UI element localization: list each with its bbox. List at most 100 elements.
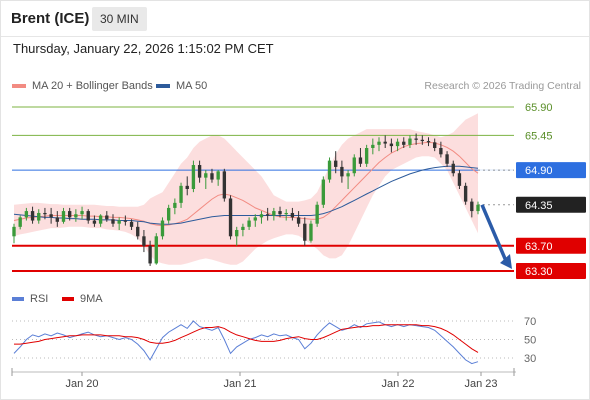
candle xyxy=(61,207,66,224)
candle xyxy=(92,215,97,227)
candle xyxy=(290,207,295,221)
level-label-text: 64.90 xyxy=(525,165,553,177)
x-tick-label: Jan 22 xyxy=(381,378,414,390)
candle xyxy=(272,207,276,221)
candle-body xyxy=(61,211,66,222)
candle xyxy=(278,206,282,218)
rsi-swatch xyxy=(12,297,24,301)
candle xyxy=(166,204,171,224)
candle xyxy=(55,211,59,227)
candle xyxy=(43,207,47,220)
candle xyxy=(86,209,90,224)
candle xyxy=(216,170,220,186)
candle xyxy=(123,215,128,226)
candle-body xyxy=(117,220,121,224)
candle xyxy=(179,182,183,208)
candle xyxy=(463,182,468,205)
candle-body xyxy=(470,201,474,212)
candle-body xyxy=(346,173,350,177)
candle-body xyxy=(228,198,233,237)
candle xyxy=(253,214,257,227)
candle xyxy=(352,154,356,177)
level-label-bg xyxy=(516,237,586,254)
candle-body xyxy=(204,173,208,178)
level-label-bg xyxy=(516,196,586,213)
candle xyxy=(105,211,109,222)
candle-body xyxy=(105,215,109,220)
candle xyxy=(284,209,288,221)
instrument-title: Brent (ICE) xyxy=(11,10,90,27)
legend-ma20: MA 20 + Bollinger Bands xyxy=(12,80,153,92)
candle-body xyxy=(55,217,59,222)
candle xyxy=(241,223,245,237)
x-tick-label: Jan 23 xyxy=(464,378,497,390)
candle xyxy=(210,168,214,183)
credit-text: Research © 2026 Trading Central xyxy=(424,80,581,92)
candle xyxy=(315,201,319,227)
legend-9ma: 9MA xyxy=(62,293,103,305)
candle xyxy=(470,198,474,218)
ma9-swatch xyxy=(62,297,74,301)
candle xyxy=(340,160,344,183)
level-label-text: 65.90 xyxy=(525,102,553,114)
ma50-line xyxy=(13,165,479,225)
candle-body xyxy=(68,211,72,218)
candle-body xyxy=(284,212,288,215)
candle-body xyxy=(364,148,369,164)
candle xyxy=(185,176,189,196)
legend-9ma-label: 9MA xyxy=(80,293,103,305)
candle-body xyxy=(80,211,84,215)
candle xyxy=(389,138,394,153)
candle-body xyxy=(216,171,220,180)
candle-body xyxy=(173,202,177,208)
candle-body xyxy=(235,230,239,237)
candle-body xyxy=(166,207,171,221)
candle-body xyxy=(272,211,276,216)
candle-body xyxy=(18,217,22,227)
candle-body xyxy=(259,214,264,218)
candle-body xyxy=(445,154,449,164)
candle-body xyxy=(439,148,443,155)
candle-body xyxy=(340,166,344,177)
candle xyxy=(303,217,307,246)
candle-body xyxy=(420,139,424,142)
candle-body xyxy=(278,211,282,215)
candle-body xyxy=(315,204,319,224)
candle xyxy=(420,135,424,145)
candle-body xyxy=(426,141,431,143)
projection-arrow-shaft xyxy=(480,204,508,262)
legend-ma50-label: MA 50 xyxy=(176,80,208,92)
legend-ma50: MA 50 xyxy=(156,80,207,92)
candle xyxy=(408,135,412,148)
x-tick-label: Jan 21 xyxy=(223,378,256,390)
rsi-tick-30: 30 xyxy=(524,353,536,365)
candle-body xyxy=(327,160,332,180)
level-label-text: 65.45 xyxy=(525,130,553,142)
rsi-series-RSI xyxy=(13,320,479,365)
candle-body xyxy=(309,223,313,241)
candle-body xyxy=(296,217,301,224)
candle-body xyxy=(179,185,183,203)
candle xyxy=(197,160,202,183)
projection-arrow-head xyxy=(500,254,512,269)
candle-body xyxy=(191,165,196,189)
candle xyxy=(228,195,233,240)
timeframe-button[interactable]: 30 MIN xyxy=(92,7,147,31)
candle xyxy=(154,233,158,265)
candle-body xyxy=(247,220,251,227)
candle xyxy=(148,240,152,266)
level-label-63.70: 63.70 xyxy=(516,237,586,254)
candle xyxy=(37,209,41,224)
x-tick-label: Jan 20 xyxy=(65,378,98,390)
ma20-line xyxy=(13,141,479,227)
candle-body xyxy=(395,141,400,147)
candle-body xyxy=(389,143,394,147)
level-label-65.90: 65.90 xyxy=(525,102,553,114)
candle xyxy=(160,217,165,240)
candle-body xyxy=(433,142,437,148)
candle xyxy=(30,206,35,224)
candle-body xyxy=(358,157,363,164)
candle-body xyxy=(197,165,202,178)
candle xyxy=(414,133,418,145)
